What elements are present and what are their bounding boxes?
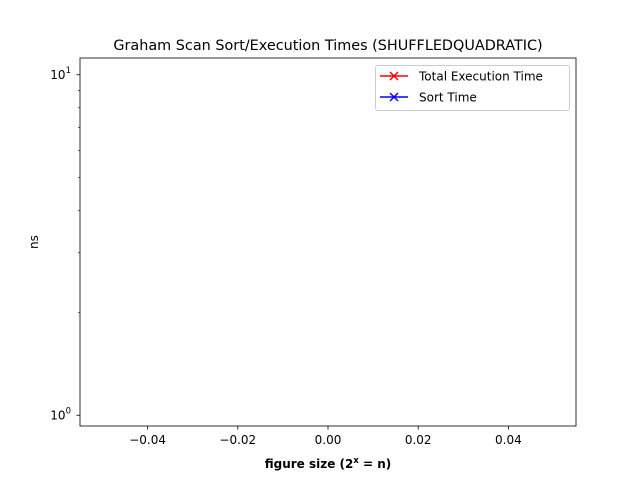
x-tick-label: −0.04 [129, 433, 166, 447]
legend-marker-x-icon [389, 71, 399, 81]
legend-entry-total-execution-time: Total Execution Time [380, 70, 543, 84]
chart-title: Graham Scan Sort/Execution Times (SHUFFL… [113, 38, 542, 54]
y-axis-ticks: 100 101 [50, 66, 80, 422]
legend-marker-x-icon [389, 92, 399, 102]
legend-label-total-execution-time: Total Execution Time [418, 70, 543, 84]
x-tick-label: 0.00 [315, 433, 342, 447]
legend-label-sort-time: Sort Time [419, 91, 477, 105]
legend: Total Execution Time Sort Time [375, 65, 570, 111]
y-tick-label: 100 [50, 406, 71, 422]
legend-entry-sort-time: Sort Time [380, 91, 477, 105]
x-tick-label: −0.02 [219, 433, 256, 447]
x-tick-label: 0.02 [405, 433, 432, 447]
x-tick-label: 0.04 [495, 433, 522, 447]
y-axis-label: ns [27, 235, 41, 249]
y-tick-label: 101 [50, 66, 71, 82]
x-axis-label-exponent: x [353, 456, 359, 466]
legend-box [375, 65, 570, 111]
x-axis-ticks: −0.04 −0.02 0.00 0.02 0.04 [129, 426, 522, 447]
x-axis-label: figure size (2x = n) [265, 456, 392, 471]
